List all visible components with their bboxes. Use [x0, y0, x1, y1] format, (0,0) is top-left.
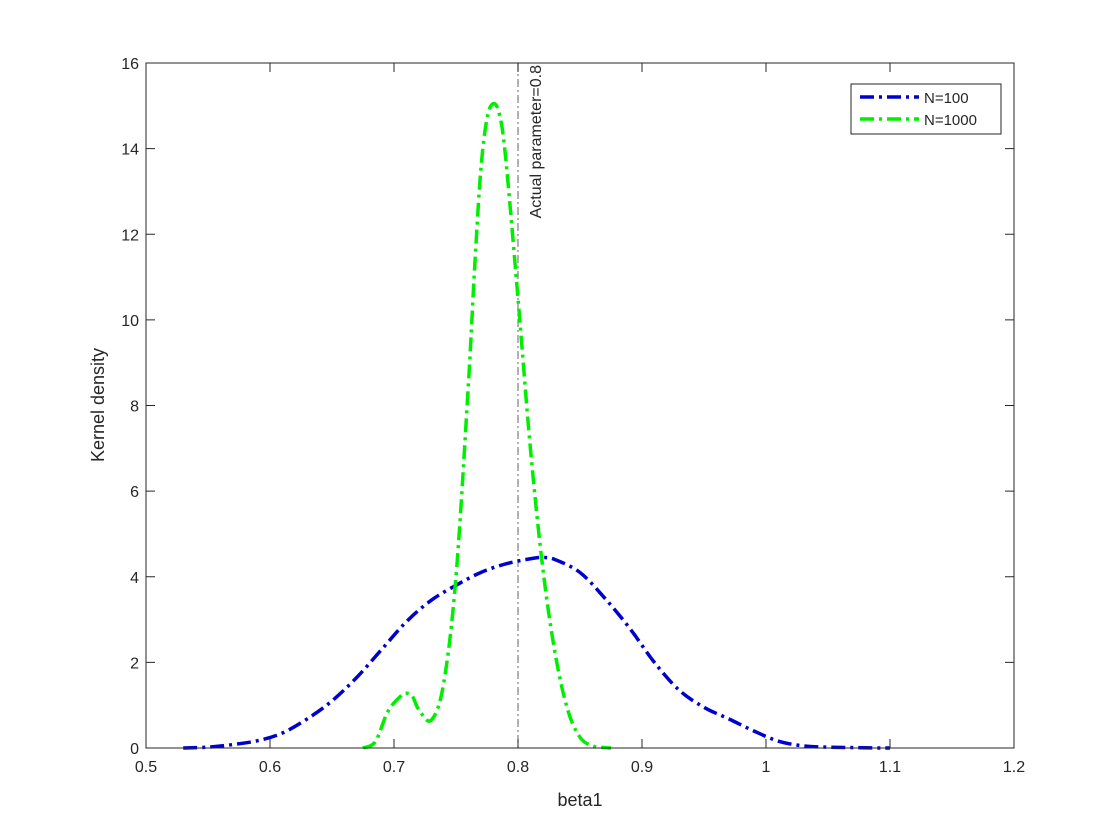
series-line-1 [183, 555, 891, 750]
y-tick-label: 2 [130, 655, 139, 672]
legend-label-2: N=1000 [924, 112, 977, 129]
legend: N=100 N=1000 [850, 83, 1002, 135]
y-tick-label: 12 [121, 227, 139, 244]
series-layer [183, 101, 891, 750]
plot-area [146, 63, 1014, 748]
x-tick-label: 0.9 [631, 759, 653, 776]
x-tick-label: 0.7 [383, 759, 405, 776]
y-tick-label: 0 [130, 741, 139, 758]
reference-line-label: Actual parameter=0.8 [528, 65, 545, 219]
x-tick-label: 0.6 [259, 759, 281, 776]
x-tick-label: 0.8 [507, 759, 529, 776]
y-tick-label: 8 [130, 399, 139, 416]
x-tick-label: 1.1 [879, 759, 901, 776]
y-tick-label: 14 [121, 142, 139, 159]
legend-label-1: N=100 [924, 90, 969, 107]
x-tick-label: 1 [762, 759, 771, 776]
x-tick-label: 0.5 [135, 759, 157, 776]
x-tick-label: 1.2 [1003, 759, 1025, 776]
x-axis-ticks: 0.5 0.6 0.7 0.8 0.9 1 1.1 1.2 [135, 63, 1025, 776]
reference-line-layer: Actual parameter=0.8 [517, 63, 545, 748]
y-axis-label: Kernel density [88, 348, 108, 462]
y-tick-label: 4 [130, 570, 139, 587]
legend-box [850, 83, 1002, 135]
y-tick-label: 10 [121, 313, 139, 330]
y-axis-ticks: 0 2 4 6 8 10 12 14 16 [121, 56, 1014, 758]
y-tick-label: 6 [130, 484, 139, 501]
y-tick-label: 16 [121, 56, 139, 73]
x-axis-label: beta1 [557, 790, 602, 810]
